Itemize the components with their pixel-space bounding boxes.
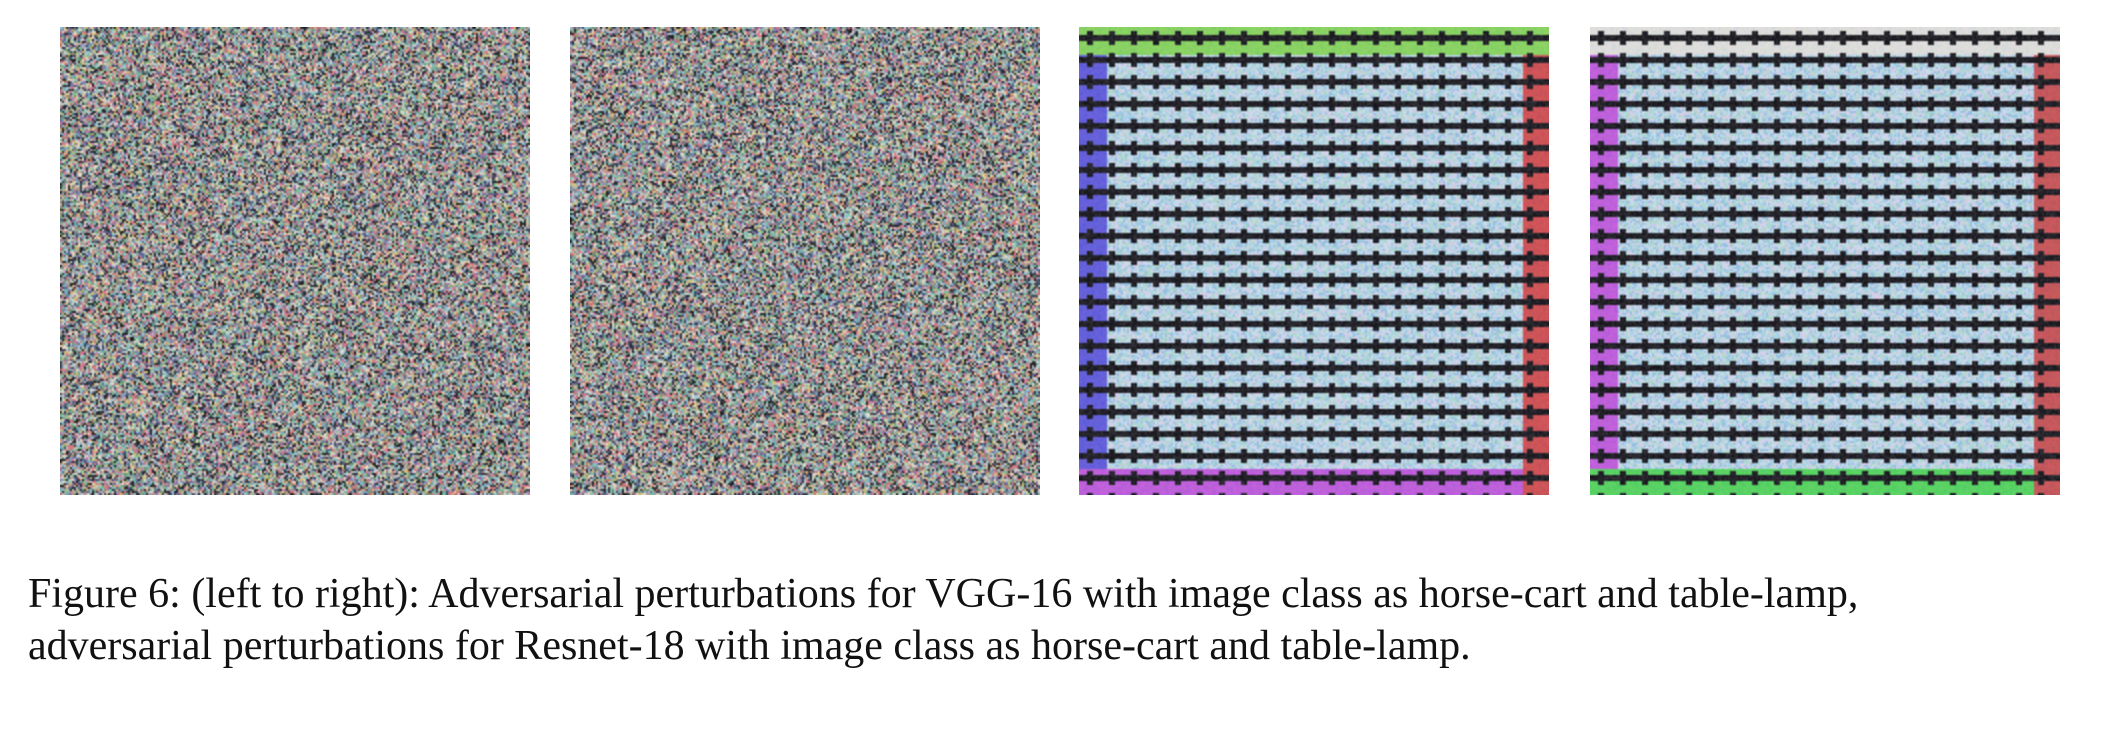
perturbation-image-vgg16-horse-cart bbox=[60, 27, 530, 495]
figure-caption-line-1: Figure 6: (left to right): Adversarial p… bbox=[28, 571, 1859, 617]
perturbation-image-vgg16-table-lamp bbox=[570, 27, 1040, 495]
perturbation-image-resnet18-table-lamp bbox=[1590, 27, 2060, 495]
perturbation-image-resnet18-horse-cart bbox=[1079, 27, 1549, 495]
figure-caption-line-2: adversarial perturbations for Resnet-18 … bbox=[28, 623, 1471, 669]
figure-caption: Figure 6: (left to right): Adversarial p… bbox=[28, 568, 2098, 672]
